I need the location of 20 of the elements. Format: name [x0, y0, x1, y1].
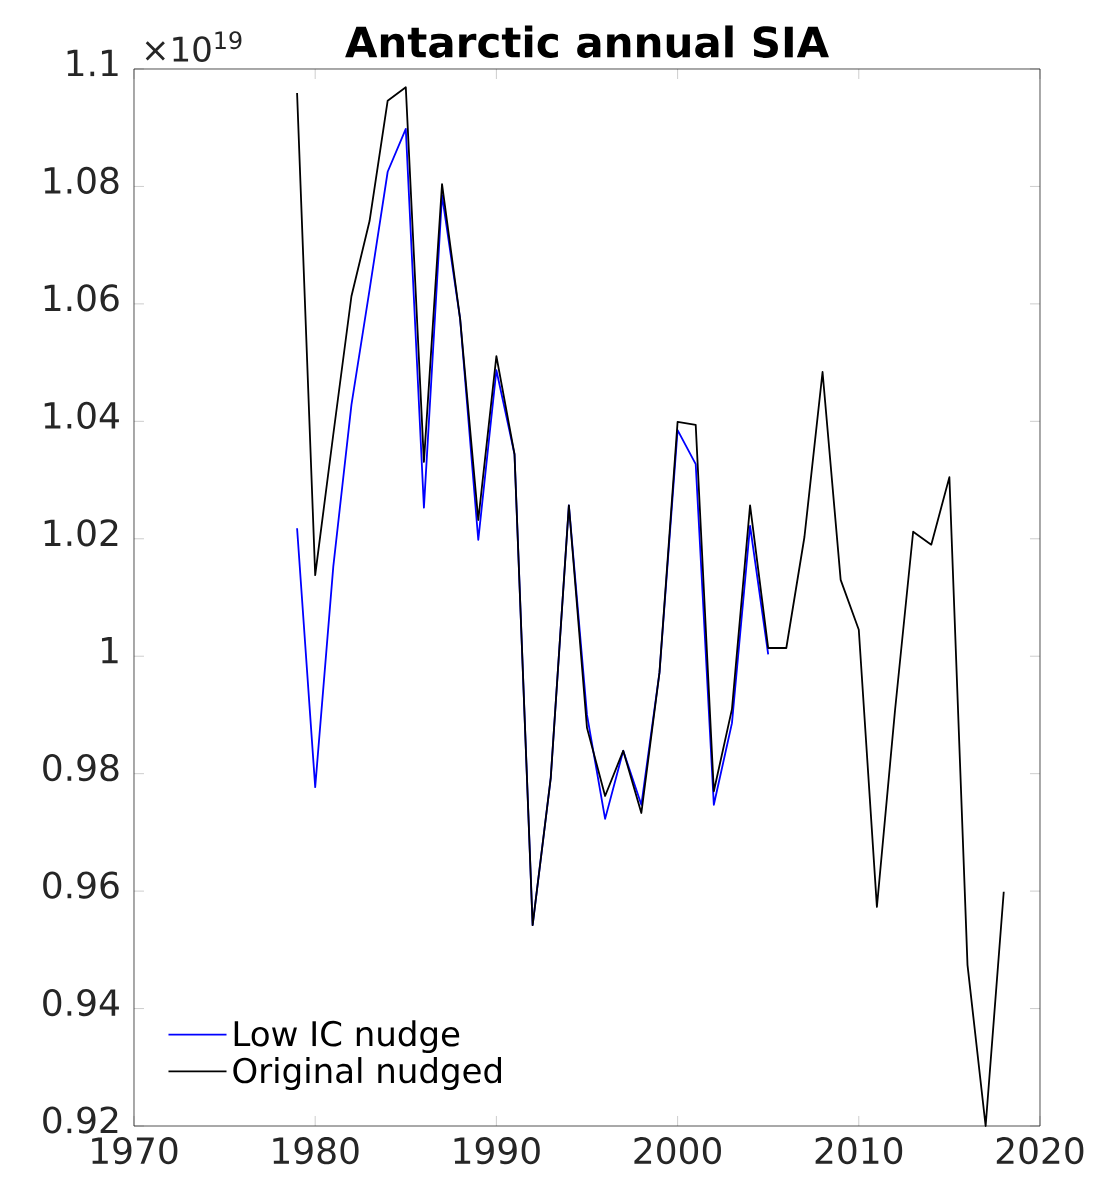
chart-title: Antarctic annual SIA — [345, 25, 829, 58]
x-tick-label: 1990 — [454, 1137, 540, 1165]
y-tick-label: 0.94 — [43, 988, 119, 1017]
y-tick-label: 0.98 — [43, 754, 119, 782]
y-tick-label: 1.08 — [44, 166, 119, 195]
x-tick-label: 2020 — [996, 1137, 1084, 1165]
legend-label: Original nudged — [233, 1057, 501, 1090]
y-tick-label: 1 — [101, 637, 118, 664]
x-tick-label: 1980 — [273, 1137, 359, 1165]
y-tick-label: 1.02 — [44, 519, 118, 547]
y-tick-label: 0.96 — [43, 871, 119, 899]
legend-label: Low IC nudge — [234, 1020, 460, 1054]
x-tick-label: 1970 — [92, 1137, 178, 1165]
text: ×10$^{19}$ — [145, 31, 242, 62]
x-tick-label: 2000 — [634, 1137, 721, 1165]
y-tick-label: 1.06 — [44, 284, 119, 312]
y-tick-label: 0.92 — [43, 1106, 118, 1134]
x-tick-label: 2010 — [815, 1137, 903, 1165]
y-tick-label: 1.04 — [44, 401, 119, 429]
y-tick-label: 1.1 — [67, 49, 118, 77]
